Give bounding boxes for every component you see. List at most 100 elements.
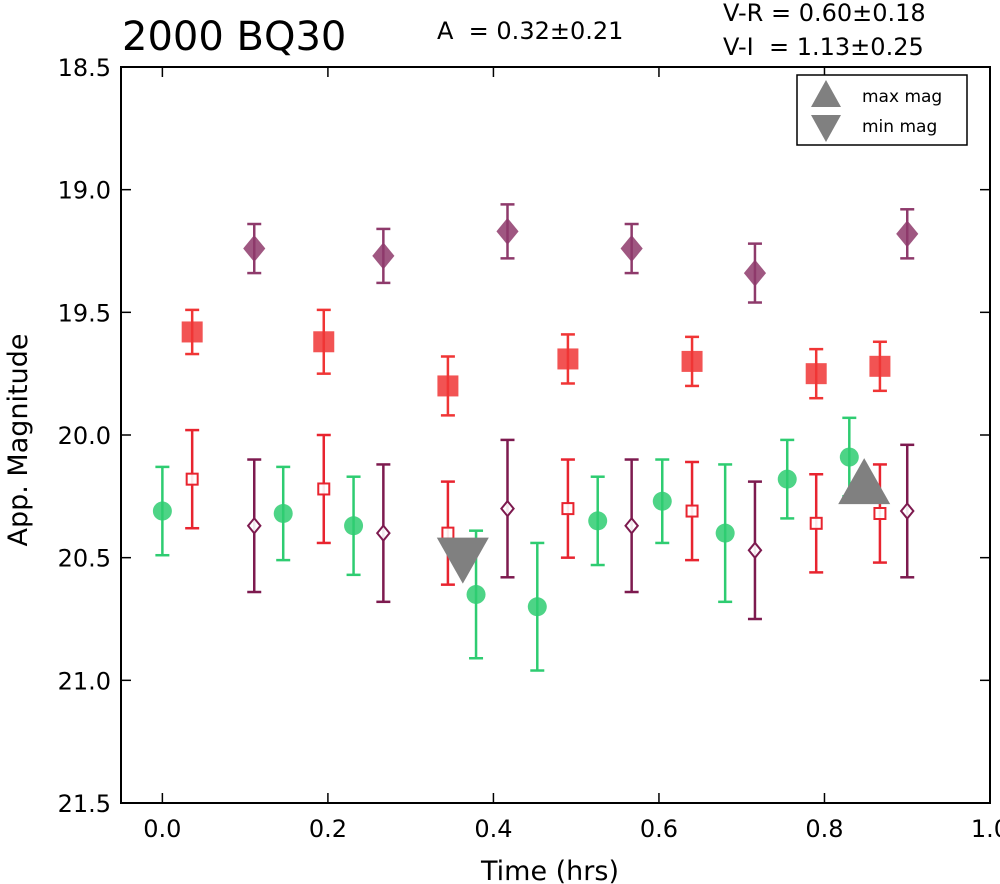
data-marker bbox=[652, 491, 672, 511]
y-tick-label: 18.5 bbox=[58, 54, 111, 82]
data-marker bbox=[899, 501, 915, 521]
series-4-point-4 bbox=[743, 242, 767, 304]
y-tick-label: 21.5 bbox=[58, 790, 111, 818]
v-i-color-annotation: V-I = 1.13±0.25 bbox=[723, 33, 924, 61]
data-marker bbox=[777, 469, 797, 489]
data-marker bbox=[809, 516, 823, 530]
data-marker bbox=[273, 504, 293, 524]
series-0-point-7 bbox=[715, 463, 735, 604]
data-marker bbox=[372, 242, 395, 270]
series-4-point-5 bbox=[896, 208, 919, 260]
series-0-point-0 bbox=[152, 465, 172, 557]
min-mag-marker bbox=[436, 537, 489, 584]
data-marker bbox=[181, 321, 203, 343]
data-marker bbox=[557, 348, 579, 370]
series-2-point-1 bbox=[375, 463, 391, 604]
series-3-point-3 bbox=[557, 333, 579, 385]
series-0-point-4 bbox=[527, 541, 547, 672]
x-tick-label: 0.2 bbox=[309, 815, 347, 843]
series-0-point-8 bbox=[777, 438, 797, 520]
y-tick-label: 21.0 bbox=[58, 667, 111, 695]
series-3-point-5 bbox=[805, 347, 827, 400]
data-marker bbox=[624, 516, 640, 535]
y-tick-label: 19.5 bbox=[58, 299, 111, 327]
data-marker bbox=[588, 511, 608, 531]
series-3-point-2 bbox=[437, 355, 459, 417]
series-1-point-1 bbox=[316, 433, 331, 545]
y-axis-label: App. Magnitude bbox=[3, 334, 34, 547]
series-0-point-5 bbox=[588, 475, 608, 567]
series-3-point-6 bbox=[869, 340, 891, 393]
data-marker bbox=[466, 584, 486, 604]
data-marker bbox=[243, 235, 266, 263]
data-marker bbox=[185, 472, 199, 486]
series-4-point-2 bbox=[496, 203, 519, 260]
series-2-point-2 bbox=[500, 438, 515, 579]
data-marker bbox=[681, 350, 703, 372]
data-marker bbox=[527, 597, 547, 617]
min-mag-legend-icon bbox=[811, 115, 841, 142]
data-marker bbox=[317, 482, 331, 496]
series-3-point-1 bbox=[313, 308, 335, 375]
data-marker bbox=[375, 524, 391, 543]
series-1-point-2 bbox=[440, 480, 455, 586]
data-marker bbox=[805, 363, 827, 385]
series-4-point-3 bbox=[620, 222, 643, 275]
data-marker bbox=[620, 235, 643, 263]
x-tick-label: 1.0 bbox=[971, 815, 1000, 843]
series-1-point-0 bbox=[185, 428, 200, 530]
x-tick-label: 0.4 bbox=[474, 815, 512, 843]
data-marker bbox=[747, 541, 763, 560]
series-0-point-6 bbox=[652, 458, 672, 545]
data-marker bbox=[743, 259, 767, 287]
series-2-point-5 bbox=[899, 443, 915, 579]
series-2-point-0 bbox=[246, 458, 262, 594]
data-marker bbox=[441, 526, 455, 540]
series-1-point-3 bbox=[560, 458, 575, 559]
x-axis-label: Time (hrs) bbox=[480, 856, 619, 884]
data-marker bbox=[839, 447, 859, 467]
series-3-point-4 bbox=[681, 335, 703, 388]
data-marker bbox=[715, 523, 735, 543]
data-marker bbox=[496, 217, 519, 245]
data-marker bbox=[561, 502, 575, 516]
data-marker bbox=[246, 516, 262, 535]
data-marker bbox=[313, 331, 335, 353]
data-marker bbox=[869, 355, 891, 377]
legend-label: min mag bbox=[862, 117, 937, 137]
plot-frame bbox=[120, 66, 991, 804]
data-marker bbox=[437, 375, 459, 397]
series-0-point-9 bbox=[839, 416, 859, 498]
series-2-point-3 bbox=[624, 458, 640, 594]
series-0-point-2 bbox=[344, 475, 364, 577]
series-3-point-0 bbox=[181, 308, 203, 356]
legend: max mag min mag bbox=[796, 74, 968, 146]
chart-title: 2000 BQ30 bbox=[122, 14, 347, 60]
max-mag-marker bbox=[838, 458, 891, 505]
max-mag-legend-icon bbox=[811, 80, 841, 107]
legend-label: max mag bbox=[862, 87, 942, 107]
series-0-point-1 bbox=[273, 465, 293, 562]
data-marker bbox=[152, 501, 172, 521]
data-marker bbox=[896, 220, 919, 248]
v-r-color-annotation: V-R = 0.60±0.18 bbox=[723, 0, 926, 27]
series-1-point-4 bbox=[685, 460, 700, 562]
series-2-point-4 bbox=[747, 480, 763, 621]
data-marker bbox=[500, 499, 515, 518]
series-1-point-6 bbox=[872, 463, 887, 564]
series-1-point-5 bbox=[809, 473, 824, 574]
data-marker bbox=[685, 504, 699, 518]
x-tick-label: 0.6 bbox=[640, 815, 678, 843]
x-tick-label: 0.0 bbox=[143, 815, 181, 843]
data-marker bbox=[344, 516, 364, 536]
y-tick-label: 20.0 bbox=[58, 422, 111, 450]
amplitude-annotation: A = 0.32±0.21 bbox=[437, 17, 624, 45]
x-tick-label: 0.8 bbox=[805, 815, 843, 843]
series-4-point-1 bbox=[372, 227, 395, 285]
y-tick-label: 19.0 bbox=[58, 177, 111, 205]
series-4-point-0 bbox=[243, 222, 266, 275]
plot-area bbox=[152, 203, 919, 672]
data-marker bbox=[873, 507, 887, 521]
axes: 0.0 0.2 0.4 0.6 0.8 1.0 18.5 19.0 19.5 20.0 20.5 21… bbox=[58, 54, 1000, 843]
